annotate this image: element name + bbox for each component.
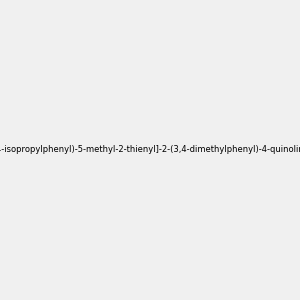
Text: N-[3-cyano-4-(4-isopropylphenyl)-5-methyl-2-thienyl]-2-(3,4-dimethylphenyl)-4-qu: N-[3-cyano-4-(4-isopropylphenyl)-5-methy… — [0, 146, 300, 154]
